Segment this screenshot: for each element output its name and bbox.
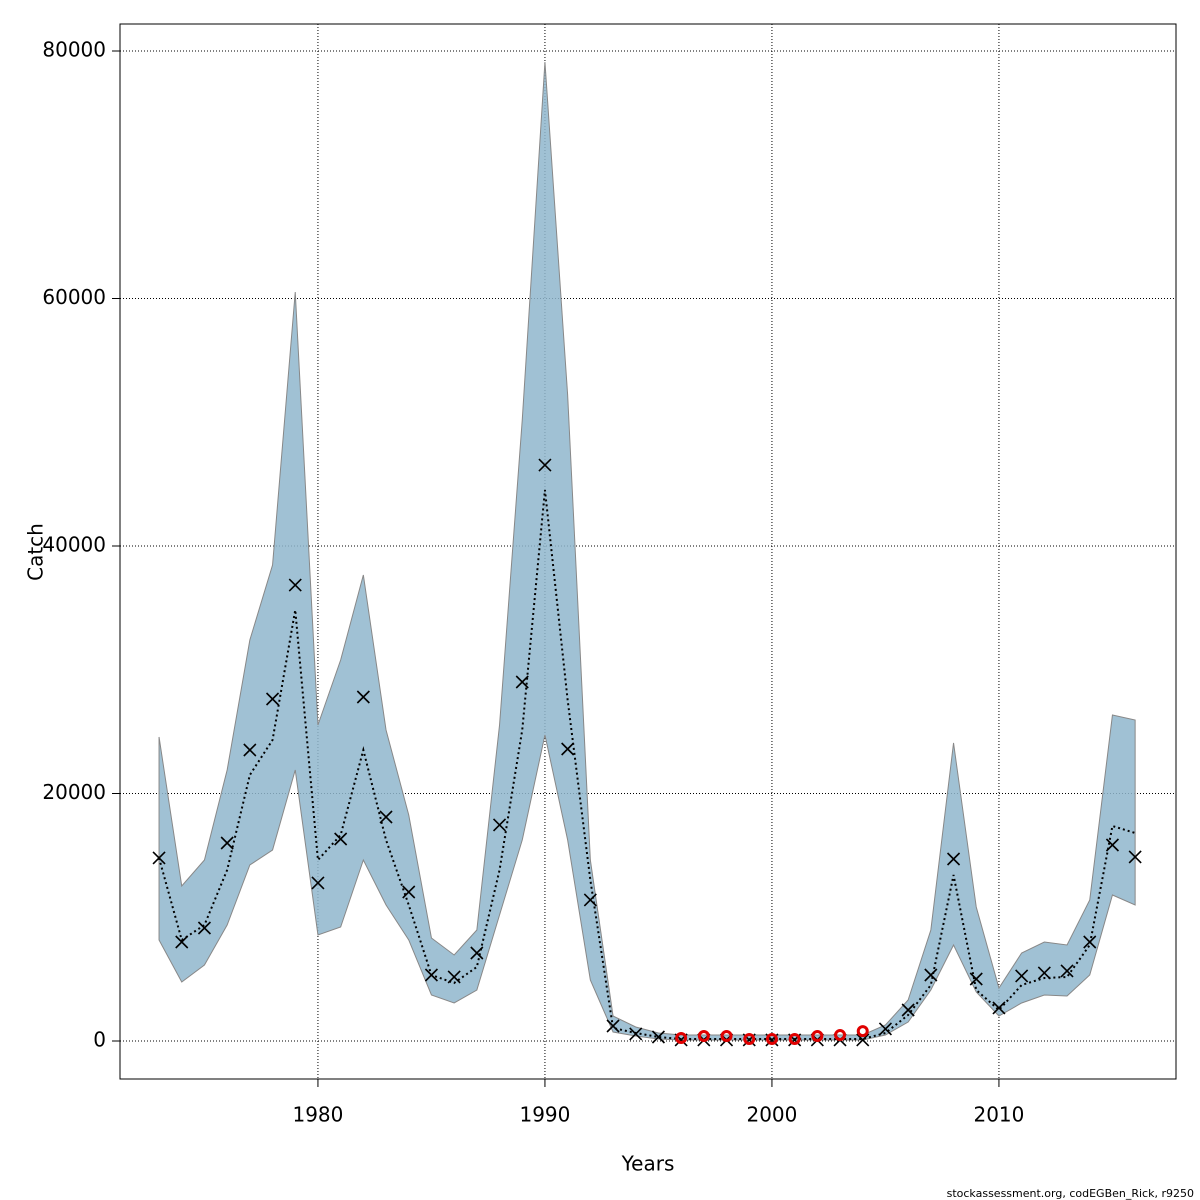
- red-point: [743, 1033, 756, 1046]
- observed-marker: [946, 852, 961, 866]
- observed-marker: [924, 968, 938, 982]
- y-tick-label: 20000: [42, 780, 106, 804]
- x-tick-label: 1990: [519, 1103, 570, 1127]
- observed-marker: [629, 1027, 643, 1041]
- observed-marker: [992, 1001, 1006, 1015]
- observed-marker: [311, 876, 325, 890]
- observed-marker: [243, 743, 257, 757]
- observed-marker: [561, 742, 575, 756]
- observed-marker: [334, 832, 348, 846]
- y-tick-label: 40000: [42, 532, 106, 556]
- observed-marker: [1083, 935, 1097, 949]
- observed-marker: [175, 935, 189, 949]
- observed-marker: [1128, 850, 1142, 864]
- observed-marker: [1015, 969, 1029, 983]
- observed-marker: [1105, 838, 1120, 852]
- x-axis-label: Years: [621, 1152, 675, 1176]
- red-point: [834, 1029, 847, 1042]
- observed-marker: [515, 675, 529, 689]
- observed-marker: [583, 893, 597, 907]
- observed-marker: [379, 810, 393, 824]
- plot-frame: [119, 23, 1177, 1080]
- red-point: [856, 1025, 869, 1038]
- observed-marker: [538, 458, 552, 472]
- x-tick-label: 2010: [973, 1103, 1024, 1127]
- y-tick-label: 0: [93, 1027, 106, 1051]
- confidence-band: [158, 61, 1136, 1041]
- observed-marker: [424, 968, 439, 982]
- observed-marker: [1060, 964, 1074, 978]
- red-point: [697, 1030, 710, 1043]
- observed-marker: [470, 946, 484, 960]
- observed-marker: [197, 921, 212, 935]
- observed-marker: [901, 1003, 915, 1017]
- observed-marker: [1037, 966, 1051, 980]
- observed-marker: [969, 972, 983, 986]
- observed-marker: [651, 1030, 666, 1044]
- observed-marker: [402, 885, 416, 899]
- observed-marker: [288, 578, 302, 592]
- observed-marker: [492, 818, 507, 832]
- y-axis-label: Catch: [24, 523, 48, 581]
- observed-marker: [606, 1019, 620, 1033]
- observed-marker: [152, 851, 166, 865]
- observed-marker: [265, 692, 280, 706]
- red-point: [765, 1033, 778, 1046]
- red-point: [675, 1032, 688, 1045]
- observed-marker: [447, 970, 461, 984]
- red-point: [811, 1030, 824, 1043]
- observed-marker: [356, 690, 370, 704]
- y-tick-label: 60000: [42, 285, 106, 309]
- observed-marker: [856, 1033, 870, 1047]
- observed-marker: [220, 836, 234, 850]
- y-tick-label: 80000: [42, 38, 106, 62]
- x-tick-label: 1980: [292, 1103, 343, 1127]
- red-point: [788, 1033, 801, 1046]
- observed-marker: [878, 1022, 893, 1036]
- x-tick-label: 2000: [746, 1103, 797, 1127]
- red-point: [720, 1030, 733, 1043]
- footer: stockassessment.org, codEGBen_Rick, r925…: [947, 1187, 1194, 1200]
